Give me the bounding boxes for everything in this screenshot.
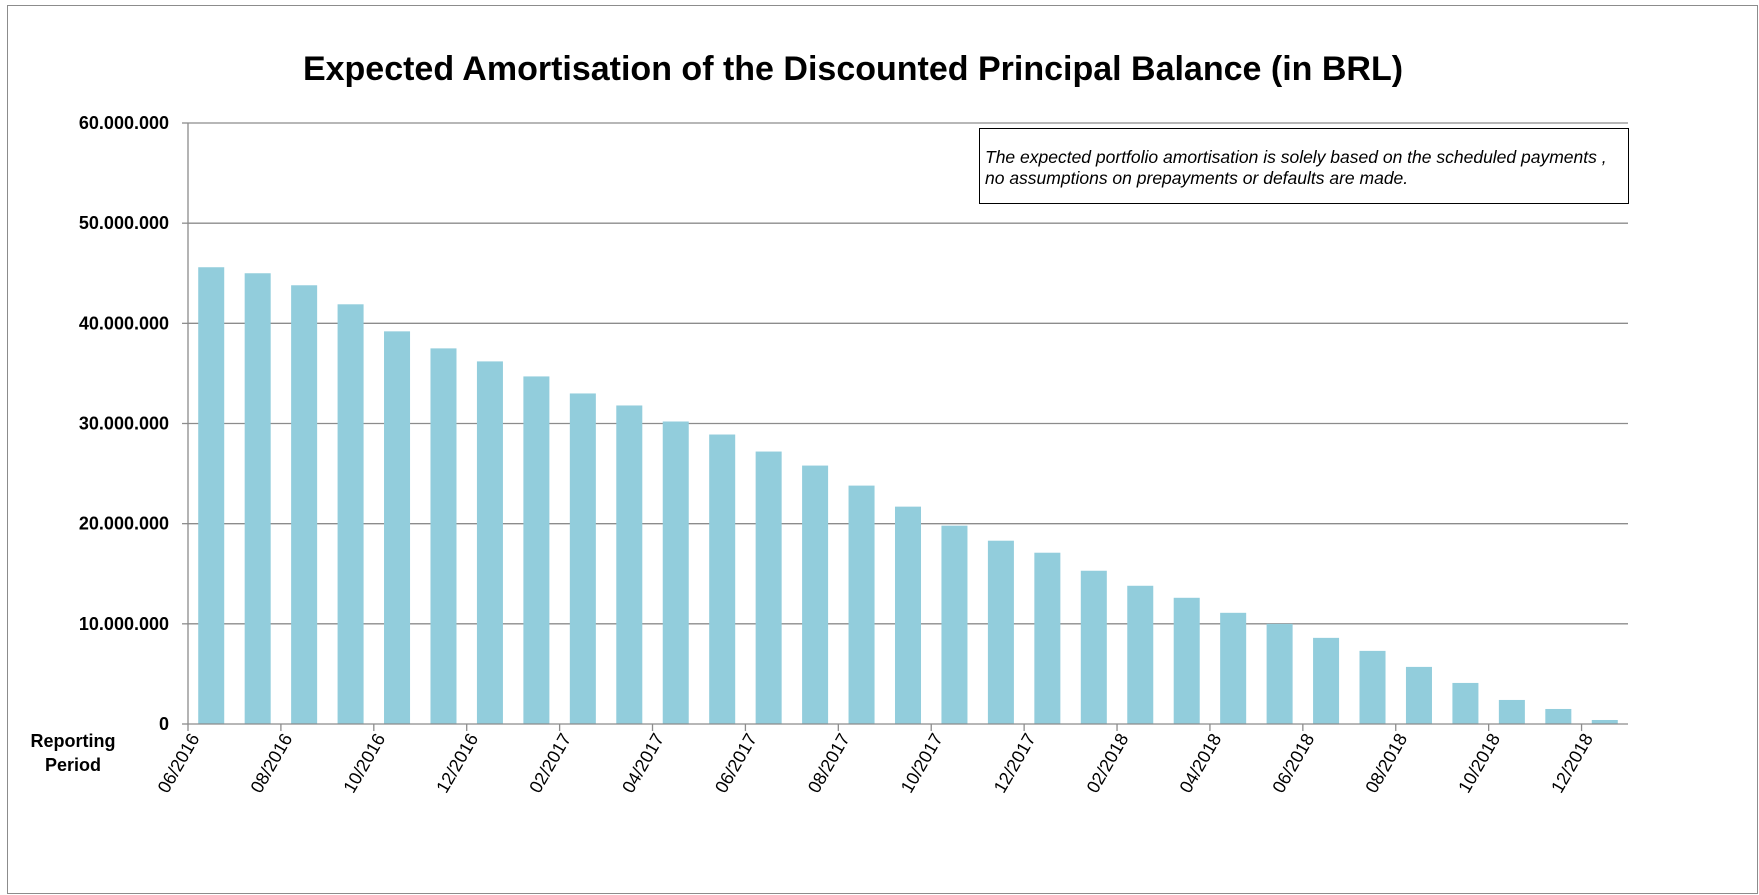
x-tick-label: 06/2018 [1268, 730, 1318, 796]
y-tick-label: 40.000.000 [79, 313, 169, 333]
y-tick-label: 60.000.000 [79, 113, 169, 133]
bar [291, 285, 318, 724]
y-tick-label: 30.000.000 [79, 414, 169, 434]
bar [1313, 637, 1340, 724]
bar [1034, 552, 1061, 724]
y-tick-label: 0 [159, 714, 169, 734]
annotation-text: The expected portfolio amortisation is s… [985, 147, 1607, 188]
bar [616, 405, 643, 724]
bar [1173, 597, 1200, 724]
bar [1452, 682, 1479, 724]
y-tick-label: 20.000.000 [79, 514, 169, 534]
bar [244, 273, 271, 724]
bar [1545, 708, 1572, 724]
bar [430, 348, 457, 724]
annotation-box: The expected portfolio amortisation is s… [979, 128, 1629, 204]
bar [1220, 612, 1247, 724]
bar [848, 485, 875, 724]
bar [802, 465, 829, 724]
axes [187, 123, 1628, 731]
chart-title: Expected Amortisation of the Discounted … [303, 50, 1403, 88]
x-tick-label: 06/2017 [711, 730, 761, 796]
x-axis-title-line-2: Period [45, 755, 101, 775]
bar [709, 434, 736, 724]
y-tick-label: 50.000.000 [79, 213, 169, 233]
bar [987, 540, 1014, 724]
x-tick-label: 08/2017 [804, 730, 854, 796]
x-tick-label: 06/2016 [154, 730, 204, 796]
bar [1591, 719, 1618, 724]
x-axis-title: Reporting Period [31, 731, 116, 775]
x-tick-label: 10/2016 [339, 730, 389, 796]
bar [662, 421, 689, 724]
y-tick-label: 10.000.000 [79, 614, 169, 634]
x-tick-label: 02/2018 [1083, 730, 1133, 796]
bar [198, 267, 225, 724]
bar [755, 451, 782, 724]
bar [1498, 699, 1525, 724]
bar [476, 361, 503, 724]
x-tick-label: 04/2018 [1176, 730, 1226, 796]
x-tick-label: 12/2016 [432, 730, 482, 796]
bar [1080, 570, 1107, 724]
bar [1405, 666, 1432, 724]
y-tick-labels: 0 10.000.000 20.000.000 30.000.000 40.000.00… [79, 113, 169, 734]
x-tick-labels: 06/2016 08/2016 10/2016 12/2016 02/2017 04/20… [154, 730, 1597, 796]
x-tick-label: 12/2017 [990, 730, 1040, 796]
x-tick-label: 08/2016 [247, 730, 297, 796]
bar [941, 525, 968, 724]
bar [894, 506, 922, 724]
x-tick-label: 02/2017 [525, 730, 575, 796]
bar [1359, 650, 1386, 724]
bar [1127, 585, 1154, 724]
x-tick-label: 10/2018 [1454, 730, 1504, 796]
bar [523, 376, 550, 724]
bar [337, 304, 364, 724]
bars [198, 267, 1618, 724]
bar [569, 393, 596, 724]
x-tick-label: 08/2018 [1361, 730, 1411, 796]
x-tick-label: 12/2018 [1547, 730, 1597, 796]
x-tick-label: 10/2017 [897, 730, 947, 796]
x-axis-title-line-1: Reporting [31, 731, 116, 751]
bar [1266, 623, 1293, 724]
x-tick-label: 04/2017 [618, 730, 668, 796]
bar [384, 331, 411, 724]
